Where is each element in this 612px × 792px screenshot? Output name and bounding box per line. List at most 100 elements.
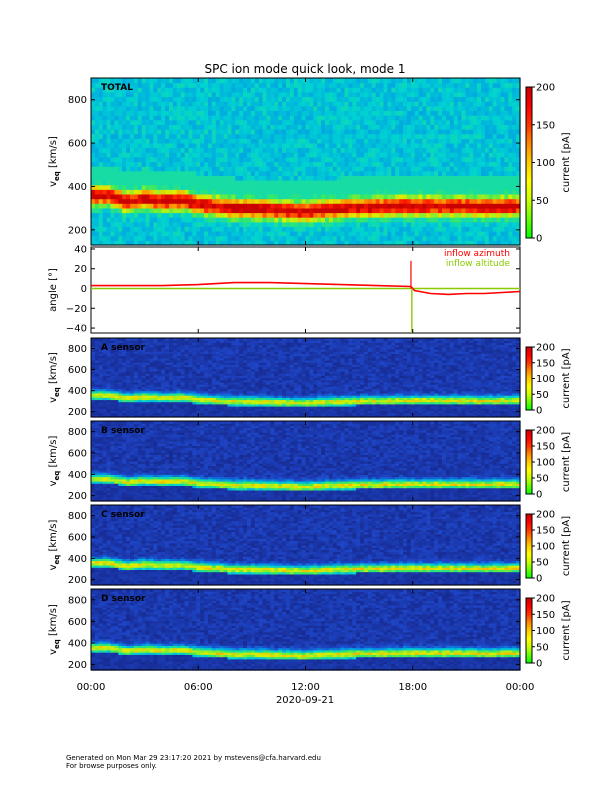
spectrogram-cell xyxy=(333,97,338,102)
spectrogram-cell xyxy=(169,111,174,116)
spectrogram-cell xyxy=(508,148,513,153)
spectrogram-cell xyxy=(426,106,431,111)
spectrogram-cell xyxy=(286,199,291,204)
spectrogram-cell xyxy=(122,194,127,199)
spectrogram-cell xyxy=(309,199,314,204)
spectrogram-cell xyxy=(450,124,455,129)
spectrogram-cell xyxy=(391,148,396,153)
spectrogram-cell xyxy=(504,111,509,116)
spectrogram-cell xyxy=(157,111,162,116)
spectrogram-cell xyxy=(173,106,178,111)
spectrogram-cell xyxy=(508,97,513,102)
spectrogram-cell xyxy=(177,152,182,157)
spectrogram-cell xyxy=(239,148,244,153)
spectrogram-cell xyxy=(407,162,412,167)
spectrogram-cell xyxy=(99,199,104,204)
spectrogram-cell xyxy=(204,189,209,194)
spectrogram-cell xyxy=(263,208,268,213)
spectrogram-cell xyxy=(153,106,158,111)
spectrogram-cell xyxy=(251,203,256,208)
spectrogram-cell xyxy=(450,208,455,213)
spectrogram-cell xyxy=(157,208,162,213)
spectrogram-cell xyxy=(348,199,353,204)
spectrogram-cell xyxy=(508,101,513,106)
spectrogram-cell xyxy=(465,83,470,88)
spectrogram-cell xyxy=(352,152,357,157)
spectrogram-cell xyxy=(122,171,127,176)
spectrogram-cell xyxy=(380,203,385,208)
spectrogram-cell xyxy=(282,213,287,218)
spectrogram-cell xyxy=(341,213,346,218)
spectrogram-cell xyxy=(294,180,299,185)
spectrogram-cell xyxy=(446,231,451,236)
spectrogram-cell xyxy=(489,106,494,111)
spectrogram-cell xyxy=(462,124,467,129)
spectrogram-cell xyxy=(286,92,291,97)
spectrogram-cell xyxy=(434,185,439,190)
spectrogram-cell xyxy=(290,129,295,134)
spectrogram-cell xyxy=(430,222,435,227)
spectrogram-cell xyxy=(298,213,303,218)
spectrogram-cell xyxy=(454,226,459,231)
spectrogram-cell xyxy=(208,111,213,116)
spectrogram-cell xyxy=(442,143,447,148)
spectrogram-cell xyxy=(224,120,229,125)
spectrogram-cell xyxy=(161,152,166,157)
spectrogram-cell xyxy=(185,180,190,185)
spectrogram-cell xyxy=(372,157,377,162)
spectrogram-cell xyxy=(477,120,482,125)
spectrogram-cell xyxy=(313,208,318,213)
spectrogram-cell xyxy=(200,166,205,171)
spectrogram-cell xyxy=(95,166,100,171)
spectrogram-cell xyxy=(103,143,108,148)
spectrogram-cell xyxy=(189,208,194,213)
spectrogram-cell xyxy=(282,231,287,236)
spectrogram-cell xyxy=(360,166,365,171)
spectrogram-cell xyxy=(438,120,443,125)
spectrogram-cell xyxy=(122,222,127,227)
spectrogram-cell xyxy=(302,148,307,153)
spectrogram-cell xyxy=(165,213,170,218)
spectrogram-cell xyxy=(91,129,96,134)
spectrogram-cell xyxy=(111,148,116,153)
spectrogram-cell xyxy=(192,231,197,236)
spectrogram-cell xyxy=(415,152,420,157)
spectrogram-cell xyxy=(348,92,353,97)
spectrogram-cell xyxy=(341,162,346,167)
spectrogram-cell xyxy=(415,143,420,148)
spectrogram-cell xyxy=(485,134,490,139)
spectrogram-cell xyxy=(387,143,392,148)
spectrogram-cell xyxy=(352,97,357,102)
spectrogram-cell xyxy=(329,143,334,148)
spectrogram-cell xyxy=(352,134,357,139)
spectrogram-cell xyxy=(462,189,467,194)
spectrogram-cell xyxy=(259,222,264,227)
spectrogram-cell xyxy=(493,92,498,97)
spectrogram-cell xyxy=(216,87,221,92)
spectrogram-cell xyxy=(107,166,112,171)
spectrogram-cell xyxy=(450,236,455,241)
spectrogram-cell xyxy=(376,194,381,199)
spectrogram-cell xyxy=(423,231,428,236)
spectrogram-cell xyxy=(446,189,451,194)
spectrogram-cell xyxy=(462,129,467,134)
spectrogram-cell xyxy=(290,101,295,106)
spectrogram-cell xyxy=(290,203,295,208)
spectrogram-cell xyxy=(434,115,439,120)
spectrogram-cell xyxy=(282,78,287,83)
spectrogram-cell xyxy=(169,203,174,208)
spectrogram-cell xyxy=(228,208,233,213)
spectrogram-cell xyxy=(329,124,334,129)
spectrogram-cell xyxy=(169,222,174,227)
spectrogram-cell xyxy=(337,148,342,153)
spectrogram-cell xyxy=(423,106,428,111)
spectrogram-cell xyxy=(134,115,139,120)
spectrogram-cell xyxy=(235,217,240,222)
spectrogram-cell xyxy=(306,87,311,92)
spectrogram-cell xyxy=(192,152,197,157)
spectrogram-cell xyxy=(126,226,131,231)
spectrogram-cell xyxy=(348,157,353,162)
spectrogram-cell xyxy=(255,120,259,125)
spectrogram-cell xyxy=(181,106,186,111)
spectrogram-cell xyxy=(309,162,314,167)
